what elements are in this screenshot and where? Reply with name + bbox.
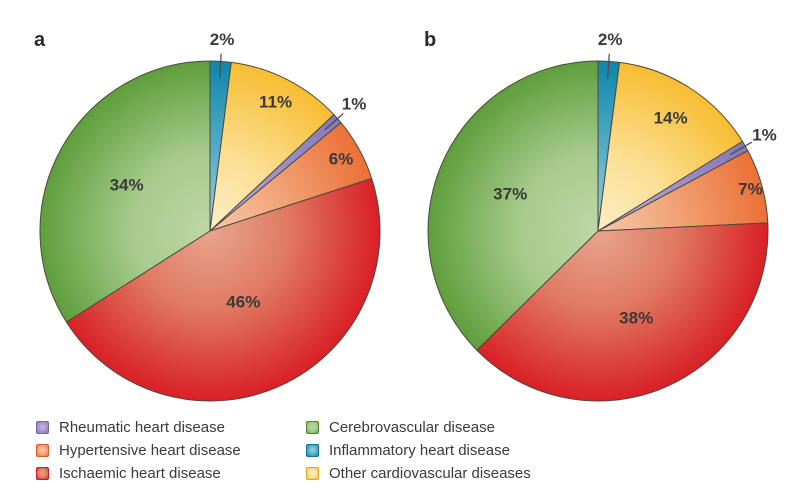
- legend-label: Rheumatic heart disease: [59, 419, 225, 436]
- slice-percent-label: 37%: [493, 185, 527, 204]
- pie-labels-a: 2% 11% 1% 6% 46% 34%: [110, 30, 367, 311]
- label-leader-line: [219, 53, 222, 79]
- legend-item-green: Cerebrovascular disease: [306, 418, 531, 437]
- legend-swatch-yellow-icon: [306, 467, 319, 480]
- pie-labels-b: 2% 14% 1% 7% 38% 37%: [493, 30, 777, 328]
- pie-slice-red: [476, 222, 769, 402]
- legend-item-yellow: Other cardiovascular diseases: [306, 464, 531, 483]
- legend-item-purple: Rheumatic heart disease: [36, 418, 270, 437]
- panel-label-b: b: [424, 29, 437, 51]
- legend-swatch-red-icon: [36, 467, 49, 480]
- legend-swatch-purple-icon: [36, 421, 49, 434]
- legend-swatch-orange-icon: [36, 444, 49, 457]
- slice-percent-label: 46%: [226, 292, 260, 311]
- label-leader-line: [324, 113, 344, 131]
- slice-percent-label: 1%: [752, 125, 777, 144]
- slice-percent-label: 14%: [654, 109, 688, 128]
- slice-percent-label: 7%: [738, 179, 763, 198]
- pie-chart-b: [427, 60, 769, 402]
- pie-slice-green: [427, 60, 599, 351]
- slice-percent-label: 2%: [210, 30, 235, 49]
- slice-percent-label: 2%: [598, 30, 623, 49]
- slice-percent-label: 38%: [619, 309, 653, 328]
- legend-label: Other cardiovascular diseases: [329, 465, 531, 482]
- legend-item-red: Ischaemic heart disease: [36, 464, 270, 483]
- pie-slice-green: [39, 60, 211, 323]
- pie-slice-red: [65, 177, 381, 402]
- legend-column-right: Cerebrovascular disease Inflammatory hear…: [306, 418, 531, 483]
- legend-swatch-green-icon: [306, 421, 319, 434]
- slice-percent-label: 34%: [110, 176, 144, 195]
- label-leader-line: [607, 53, 610, 79]
- panel-label-a: a: [34, 29, 46, 51]
- slice-percent-label: 1%: [342, 95, 367, 114]
- legend-swatch-teal-icon: [306, 444, 319, 457]
- legend-label: Inflammatory heart disease: [329, 442, 510, 459]
- slice-percent-label: 11%: [259, 93, 292, 112]
- slice-percent-label: 6%: [329, 149, 354, 168]
- pie-slice-yellow: [597, 61, 743, 232]
- legend-item-orange: Hypertensive heart disease: [36, 441, 270, 460]
- legend-column-left: Rheumatic heart disease Hypertensive hear…: [36, 418, 270, 483]
- label-leader-line: [730, 141, 753, 156]
- legend: Rheumatic heart disease Hypertensive hear…: [0, 418, 798, 483]
- pie-slice-yellow: [209, 61, 335, 232]
- legend-item-teal: Inflammatory heart disease: [306, 441, 531, 460]
- legend-label: Ischaemic heart disease: [59, 465, 221, 482]
- pie-chart-a: [39, 60, 381, 402]
- legend-label: Cerebrovascular disease: [329, 419, 495, 436]
- legend-label: Hypertensive heart disease: [59, 442, 241, 459]
